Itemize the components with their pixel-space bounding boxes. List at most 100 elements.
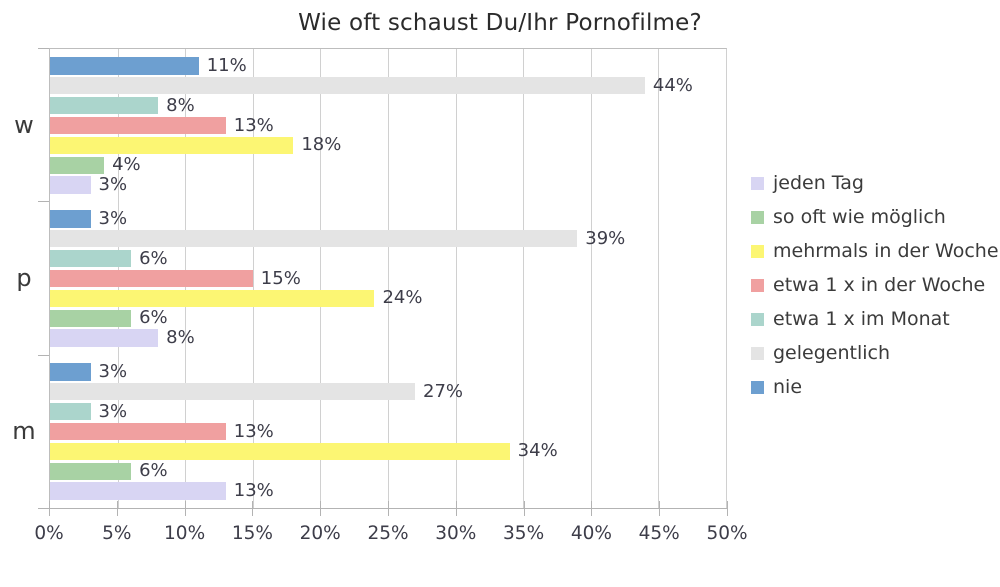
bar-p-jeden-Tag [50, 329, 159, 347]
x-axis-label: 30% [435, 523, 477, 544]
bar-value-label: 3% [98, 400, 128, 422]
bar-p-mehrmals-in-der-Woche [50, 289, 375, 308]
x-axis-label: 20% [299, 523, 341, 544]
bar-row: 13% [50, 482, 726, 500]
bar-row: 39% [50, 227, 726, 249]
y-axis-tick [38, 48, 49, 49]
x-axis-tick [116, 501, 118, 516]
bar-row: 24% [50, 287, 726, 309]
x-axis-label: 25% [367, 523, 409, 544]
bar-row: 3% [50, 400, 726, 422]
bar-w-etwa-1-x-im-Monat [50, 96, 159, 115]
x-axis-label: 40% [570, 523, 612, 544]
legend-swatch-icon [751, 380, 764, 394]
legend-label: gelegentlich [773, 342, 891, 364]
bar-m-nie [50, 363, 91, 381]
x-axis-label: 45% [638, 523, 680, 544]
bar-p-etwa-1-x-im-Monat [50, 249, 132, 268]
y-axis-tick [38, 508, 49, 509]
bar-w-etwa-1-x-in-der-Woche [50, 116, 226, 135]
bar-value-label: 13% [233, 114, 274, 136]
bar-value-label: 15% [260, 267, 301, 289]
legend-label: nie [773, 376, 803, 398]
gridline [252, 49, 254, 508]
bar-w-mehrmals-in-der-Woche [50, 136, 294, 155]
legend-item-etwa-1-x-im-Monat: etwa 1 x im Monat [751, 302, 999, 336]
bar-row: 6% [50, 247, 726, 269]
bar-row: 44% [50, 74, 726, 96]
bar-p-nie [50, 210, 91, 228]
legend-swatch-icon [751, 210, 764, 224]
bar-row: 4% [50, 154, 726, 176]
bar-group-m: 3% 27% 3% 13% 34% 6% 13% [50, 355, 726, 508]
bar-w-nie [50, 57, 199, 75]
gridline [320, 49, 322, 508]
bar-m-etwa-1-x-in-der-Woche [50, 422, 226, 441]
bar-value-label: 13% [233, 420, 274, 442]
gridline [590, 49, 592, 508]
legend-item-etwa-1-x-in-der-Woche: etwa 1 x in der Woche [751, 268, 999, 302]
bar-row: 11% [50, 54, 726, 76]
category-label-w: w [14, 110, 34, 139]
bar-value-label: 6% [139, 247, 168, 269]
x-axis-tick [455, 501, 457, 516]
legend-item-nie: nie [751, 370, 999, 404]
bar-value-label: 44% [652, 74, 693, 96]
bar-value-label: 13% [233, 480, 274, 502]
gridline [658, 49, 660, 508]
bar-row: 8% [50, 329, 726, 347]
bar-row: 13% [50, 114, 726, 136]
legend-item-mehrmals-in-der-Woche: mehrmals in der Woche [751, 234, 999, 268]
category-label-p: p [16, 264, 32, 292]
bar-value-label: 27% [423, 380, 464, 402]
x-axis-label: 5% [102, 523, 132, 544]
bar-row: 27% [50, 380, 726, 402]
legend-item-gelegentlich: gelegentlich [751, 336, 999, 370]
bar-value-label: 8% [166, 94, 195, 116]
legend-swatch-icon [751, 176, 764, 190]
bar-w-jeden-Tag [50, 176, 91, 194]
legend-item-jeden-Tag: jeden Tag [751, 166, 999, 200]
y-axis-tick [38, 201, 49, 203]
bar-row: 3% [50, 176, 726, 194]
legend-label: so oft wie möglich [773, 206, 946, 228]
bar-value-label: 4% [112, 154, 141, 176]
bar-value-label: 6% [139, 460, 168, 482]
x-axis-tick [659, 501, 661, 516]
bar-row: 3% [50, 209, 726, 228]
bar-row: 34% [50, 442, 726, 461]
x-axis-label: 50% [706, 523, 748, 544]
bar-group-w: 11% 44% 8% 13% 18% 4% 3% [50, 49, 726, 202]
bar-value-label: 3% [98, 360, 128, 382]
bar-row: 15% [50, 267, 726, 289]
chart-title: Wie oft schaust Du/Ihr Pornofilme? [298, 10, 702, 36]
x-axis-line [38, 508, 728, 509]
bar-value-label: 24% [382, 287, 423, 309]
bar-value-label: 18% [301, 134, 342, 156]
legend-swatch-icon [751, 312, 764, 326]
bar-m-etwa-1-x-im-Monat [50, 402, 91, 421]
legend-label: etwa 1 x im Monat [773, 308, 950, 330]
bar-value-label: 3% [98, 174, 128, 196]
bar-w-so-oft-wie-möglich [50, 156, 105, 175]
x-axis-tick [591, 501, 593, 516]
gridline [726, 49, 727, 508]
bar-p-etwa-1-x-in-der-Woche [50, 269, 253, 288]
bar-p-so-oft-wie-möglich [50, 309, 132, 328]
bar-value-label: 11% [206, 54, 247, 76]
x-axis-tick [252, 501, 254, 516]
legend-swatch-icon [751, 346, 764, 360]
x-axis-label: 35% [503, 523, 545, 544]
bar-m-so-oft-wie-möglich [50, 462, 132, 481]
bar-m-mehrmals-in-der-Woche [50, 442, 510, 461]
bar-w-gelegentlich [50, 76, 645, 95]
bar-m-jeden-Tag [50, 482, 226, 500]
x-axis-tick [727, 501, 728, 516]
bar-m-gelegentlich [50, 382, 416, 401]
bar-row: 13% [50, 420, 726, 442]
legend-swatch-icon [751, 244, 764, 258]
bar-value-label: 39% [585, 227, 626, 249]
bar-value-label: 8% [166, 327, 195, 349]
bar-row: 6% [50, 309, 726, 328]
